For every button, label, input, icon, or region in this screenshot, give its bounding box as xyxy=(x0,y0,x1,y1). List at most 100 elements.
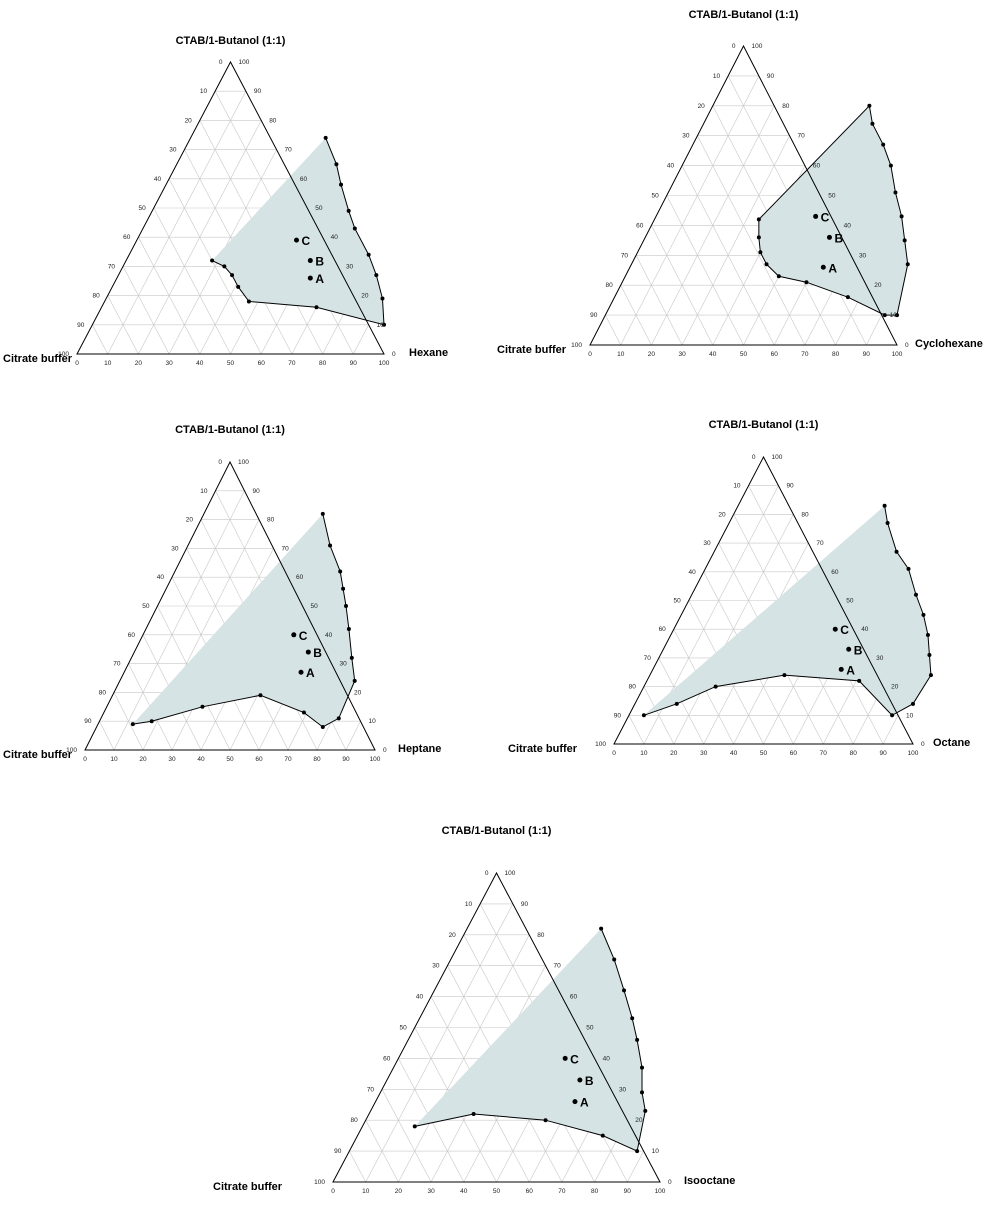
tick-label-bottom: 40 xyxy=(197,756,205,763)
boundary-point xyxy=(882,313,887,318)
tick-label-right: 40 xyxy=(844,222,852,229)
tick-label-right: 60 xyxy=(296,574,304,581)
boundary-point xyxy=(902,238,907,243)
tick-label-right: 50 xyxy=(311,603,319,610)
gridline xyxy=(99,721,115,751)
tick-label-bottom: 80 xyxy=(313,756,321,763)
tick-label-left: 50 xyxy=(400,1025,408,1032)
tick-label-left: 50 xyxy=(674,598,682,605)
tick-label-bottom: 90 xyxy=(863,351,871,358)
tick-label-right: 80 xyxy=(801,511,809,518)
boundary-point xyxy=(782,673,787,678)
gridline xyxy=(627,1150,644,1183)
tick-label-bottom: 60 xyxy=(790,750,798,757)
boundary-point xyxy=(374,273,379,278)
ternary-chart-3: 0 0 0 10 10 10 20 20 20 30 30 30 40 40 40 50 50 50 60 60 60 7… xyxy=(3,424,441,763)
tick-label-bottom: 10 xyxy=(617,351,625,358)
tick-label-left: 20 xyxy=(718,511,726,518)
vertex-label-right: Hexane xyxy=(409,347,448,359)
tick-label-left: 100 xyxy=(595,741,606,748)
tick-label-right: 100 xyxy=(238,459,249,466)
boundary-point xyxy=(906,566,911,571)
boundary-point xyxy=(894,549,899,554)
tick-label-bottom: 50 xyxy=(760,750,768,757)
tick-label-bottom: 70 xyxy=(801,351,809,358)
tick-label-bottom: 0 xyxy=(612,750,616,757)
tick-label-left: 90 xyxy=(77,322,85,329)
point-label-a: A xyxy=(828,261,837,275)
tick-label-right: 30 xyxy=(859,252,867,259)
gridline xyxy=(882,715,899,745)
tick-label-right: 10 xyxy=(369,718,377,725)
boundary-point xyxy=(928,673,933,678)
tick-label-bottom: 50 xyxy=(227,360,235,367)
tick-label-right: 20 xyxy=(891,684,899,691)
tick-label-bottom: 0 xyxy=(331,1188,335,1195)
boundary-point xyxy=(640,1065,645,1070)
tick-label-right: 10 xyxy=(652,1148,660,1155)
tick-label-left: 60 xyxy=(636,222,644,229)
gridline xyxy=(866,314,882,346)
tick-label-right: 90 xyxy=(253,488,261,495)
tick-label-bottom: 100 xyxy=(370,756,381,763)
boundary-point xyxy=(352,226,357,231)
boundary-point xyxy=(927,653,932,658)
chart-title: CTAB/1-Butanol (1:1) xyxy=(709,419,819,431)
boundary-point xyxy=(804,280,809,285)
boundary-point xyxy=(222,264,227,269)
tick-label-bottom: 10 xyxy=(110,756,118,763)
chart-title: CTAB/1-Butanol (1:1) xyxy=(442,825,552,837)
boundary-point xyxy=(881,142,886,147)
point-label-c: C xyxy=(821,210,830,224)
tick-label-right: 50 xyxy=(828,193,836,200)
tick-label-left: 90 xyxy=(590,312,598,319)
tick-label-right: 30 xyxy=(340,661,348,668)
boundary-point xyxy=(756,235,761,240)
point-label-b: B xyxy=(315,255,324,269)
tick-label-right: 90 xyxy=(767,73,775,80)
tick-label-right: 0 xyxy=(905,342,909,349)
boundary-point xyxy=(905,262,910,267)
boundary-point xyxy=(338,569,343,574)
boundary-point xyxy=(758,250,763,255)
gridline xyxy=(651,225,714,346)
tick-label-right: 40 xyxy=(325,632,333,639)
tick-label-right: 80 xyxy=(269,117,277,124)
tick-label-bottom: 100 xyxy=(379,360,390,367)
tick-label-left: 10 xyxy=(465,901,473,908)
boundary-point xyxy=(921,612,926,617)
tick-label-right: 80 xyxy=(782,103,790,110)
tick-label-right: 50 xyxy=(586,1025,594,1032)
tick-label-right: 10 xyxy=(377,322,385,329)
point-label-a: A xyxy=(315,272,324,286)
tick-label-right: 20 xyxy=(874,282,882,289)
gridline xyxy=(681,135,790,346)
tick-label-bottom: 40 xyxy=(709,351,717,358)
tick-label-right: 50 xyxy=(846,598,854,605)
tick-label-bottom: 90 xyxy=(350,360,358,367)
tick-label-left: 20 xyxy=(449,932,457,939)
tick-label-right: 20 xyxy=(635,1117,643,1124)
tick-label-bottom: 30 xyxy=(700,750,708,757)
tick-label-right: 20 xyxy=(361,293,369,300)
tick-label-right: 80 xyxy=(267,517,275,524)
formulation-point-a xyxy=(298,669,304,675)
tick-label-left: 80 xyxy=(92,293,100,300)
point-label-b: B xyxy=(834,231,843,245)
tick-label-right: 60 xyxy=(570,994,578,1001)
tick-label-bottom: 10 xyxy=(362,1188,370,1195)
boundary-point xyxy=(870,121,875,126)
tick-label-bottom: 100 xyxy=(655,1188,666,1195)
gridline xyxy=(122,266,170,355)
point-label-b: B xyxy=(854,643,863,657)
vertex-label-right: Octane xyxy=(933,737,970,749)
microemulsion-region xyxy=(758,105,908,316)
tick-label-left: 30 xyxy=(432,963,440,970)
triangle-frame xyxy=(332,871,661,1183)
boundary-point xyxy=(543,1118,548,1123)
microemulsion-region xyxy=(212,137,384,325)
boundary-point xyxy=(925,632,930,637)
boundary-point xyxy=(857,678,862,683)
tick-label-bottom: 70 xyxy=(288,360,296,367)
gridline xyxy=(107,91,247,355)
